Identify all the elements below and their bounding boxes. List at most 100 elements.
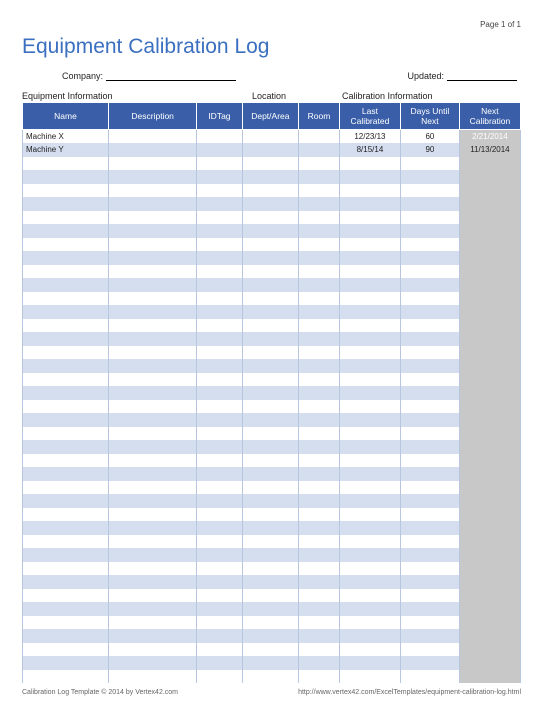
- cell[interactable]: [299, 157, 340, 171]
- cell[interactable]: [339, 440, 400, 454]
- cell[interactable]: [299, 143, 340, 157]
- cell[interactable]: [109, 346, 197, 360]
- cell[interactable]: [197, 440, 242, 454]
- cell[interactable]: [339, 305, 400, 319]
- cell[interactable]: [339, 197, 400, 211]
- cell[interactable]: [299, 184, 340, 198]
- cell[interactable]: [242, 211, 299, 225]
- cell[interactable]: [109, 143, 197, 157]
- cell[interactable]: [299, 656, 340, 670]
- cell[interactable]: [242, 427, 299, 441]
- table-row[interactable]: [23, 427, 521, 441]
- cell[interactable]: [339, 656, 400, 670]
- cell[interactable]: [197, 265, 242, 279]
- cell[interactable]: [299, 535, 340, 549]
- cell[interactable]: [23, 224, 109, 238]
- cell[interactable]: [299, 670, 340, 684]
- table-row[interactable]: [23, 184, 521, 198]
- table-row[interactable]: [23, 305, 521, 319]
- cell[interactable]: [23, 616, 109, 630]
- table-row[interactable]: [23, 346, 521, 360]
- table-row[interactable]: [23, 454, 521, 468]
- cell[interactable]: [459, 373, 520, 387]
- cell[interactable]: [197, 157, 242, 171]
- cell[interactable]: 2/21/2014: [459, 130, 520, 144]
- table-row[interactable]: [23, 629, 521, 643]
- table-row[interactable]: [23, 319, 521, 333]
- cell[interactable]: [109, 467, 197, 481]
- table-row[interactable]: [23, 278, 521, 292]
- table-row[interactable]: [23, 656, 521, 670]
- cell[interactable]: [459, 602, 520, 616]
- table-row[interactable]: [23, 373, 521, 387]
- cell[interactable]: [197, 535, 242, 549]
- cell[interactable]: [299, 413, 340, 427]
- table-row[interactable]: [23, 467, 521, 481]
- cell[interactable]: [242, 319, 299, 333]
- cell[interactable]: [400, 454, 459, 468]
- cell[interactable]: [23, 332, 109, 346]
- cell[interactable]: [242, 292, 299, 306]
- cell[interactable]: [459, 535, 520, 549]
- cell[interactable]: [109, 535, 197, 549]
- cell[interactable]: [23, 427, 109, 441]
- cell[interactable]: [242, 440, 299, 454]
- cell[interactable]: [400, 508, 459, 522]
- cell[interactable]: [109, 211, 197, 225]
- cell[interactable]: [400, 589, 459, 603]
- table-row[interactable]: [23, 359, 521, 373]
- cell[interactable]: [339, 548, 400, 562]
- cell[interactable]: [109, 575, 197, 589]
- cell[interactable]: [23, 251, 109, 265]
- cell[interactable]: [459, 211, 520, 225]
- cell[interactable]: [197, 130, 242, 144]
- cell[interactable]: [299, 440, 340, 454]
- cell[interactable]: [197, 373, 242, 387]
- cell[interactable]: [339, 562, 400, 576]
- cell[interactable]: [299, 359, 340, 373]
- cell[interactable]: [242, 643, 299, 657]
- cell[interactable]: [197, 656, 242, 670]
- cell[interactable]: [197, 548, 242, 562]
- cell[interactable]: [242, 278, 299, 292]
- cell[interactable]: [197, 629, 242, 643]
- cell[interactable]: [109, 616, 197, 630]
- cell[interactable]: [339, 373, 400, 387]
- cell[interactable]: [197, 589, 242, 603]
- cell[interactable]: [299, 373, 340, 387]
- cell[interactable]: [400, 494, 459, 508]
- cell[interactable]: [242, 575, 299, 589]
- table-row[interactable]: [23, 238, 521, 252]
- cell[interactable]: [339, 278, 400, 292]
- cell[interactable]: [197, 278, 242, 292]
- cell[interactable]: [109, 440, 197, 454]
- cell[interactable]: [339, 332, 400, 346]
- cell[interactable]: [197, 494, 242, 508]
- cell[interactable]: [197, 643, 242, 657]
- cell[interactable]: [109, 602, 197, 616]
- cell[interactable]: [242, 602, 299, 616]
- cell[interactable]: [197, 359, 242, 373]
- cell[interactable]: [459, 440, 520, 454]
- cell[interactable]: [23, 508, 109, 522]
- table-row[interactable]: [23, 562, 521, 576]
- cell[interactable]: [23, 481, 109, 495]
- cell[interactable]: [339, 508, 400, 522]
- cell[interactable]: [197, 197, 242, 211]
- table-row[interactable]: [23, 400, 521, 414]
- table-row[interactable]: [23, 589, 521, 603]
- cell[interactable]: [23, 535, 109, 549]
- cell[interactable]: [400, 656, 459, 670]
- cell[interactable]: [299, 197, 340, 211]
- cell[interactable]: [400, 616, 459, 630]
- table-row[interactable]: [23, 413, 521, 427]
- cell[interactable]: [299, 494, 340, 508]
- cell[interactable]: [197, 143, 242, 157]
- cell[interactable]: [339, 454, 400, 468]
- cell[interactable]: [299, 548, 340, 562]
- cell[interactable]: [400, 278, 459, 292]
- cell[interactable]: 8/15/14: [339, 143, 400, 157]
- cell[interactable]: [339, 346, 400, 360]
- cell[interactable]: [197, 602, 242, 616]
- cell[interactable]: [242, 589, 299, 603]
